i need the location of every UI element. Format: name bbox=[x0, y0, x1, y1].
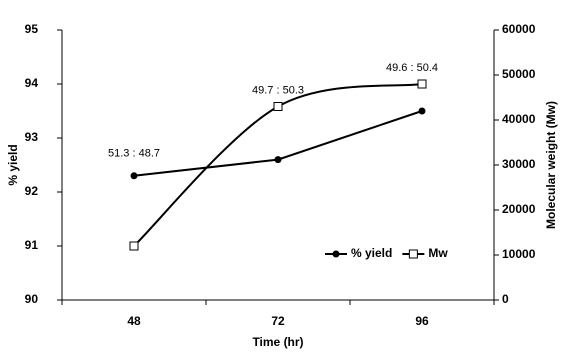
point bbox=[274, 103, 282, 111]
y-tick-label: 95 bbox=[25, 22, 39, 36]
x-tick-label: 72 bbox=[271, 314, 285, 328]
page: {"chart_data": {"type": "line", "x_label… bbox=[0, 0, 566, 353]
y2-tick-label: 50000 bbox=[502, 67, 536, 81]
y-tick-label: 90 bbox=[25, 292, 39, 306]
y2-tick-label: 60000 bbox=[502, 22, 536, 36]
point bbox=[130, 242, 138, 250]
y2-tick-label: 40000 bbox=[502, 112, 536, 126]
x-axis-title: Time (hr) bbox=[252, 335, 303, 349]
point bbox=[418, 80, 426, 88]
y-tick-label: 94 bbox=[25, 76, 39, 90]
y2-tick-label: 0 bbox=[502, 292, 509, 306]
y-tick-label: 93 bbox=[25, 130, 39, 144]
annotation: 49.7 : 50.3 bbox=[252, 84, 304, 96]
annotation: 51.3 : 48.7 bbox=[108, 148, 160, 160]
annotation: 49.6 : 50.4 bbox=[386, 62, 438, 74]
y-axis-title: % yield bbox=[6, 144, 20, 185]
point bbox=[419, 108, 426, 115]
y2-axis-title: Molecular weight (Mw) bbox=[544, 101, 558, 229]
x-tick-label: 96 bbox=[415, 314, 429, 328]
y-tick-label: 92 bbox=[25, 184, 39, 198]
x-tick-label: 48 bbox=[127, 314, 141, 328]
series-line bbox=[134, 111, 422, 176]
legend-label: Mw bbox=[428, 246, 448, 260]
y-tick-label: 91 bbox=[25, 238, 39, 252]
point bbox=[409, 250, 417, 258]
chart: Time (hr) % yield Molecular weight (Mw) … bbox=[0, 0, 566, 353]
y2-tick-label: 10000 bbox=[502, 247, 536, 261]
point bbox=[275, 156, 282, 163]
legend-label: % yield bbox=[351, 246, 392, 260]
y2-tick-label: 30000 bbox=[502, 157, 536, 171]
y2-tick-label: 20000 bbox=[502, 202, 536, 216]
point bbox=[131, 172, 138, 179]
point bbox=[333, 251, 340, 258]
